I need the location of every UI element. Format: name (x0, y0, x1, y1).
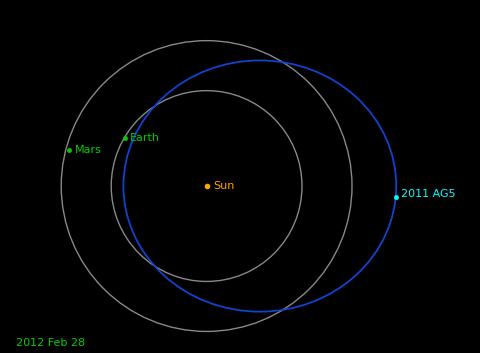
Text: Mars: Mars (75, 145, 102, 155)
Text: Earth: Earth (130, 133, 160, 143)
Text: 2011 AG5: 2011 AG5 (401, 189, 456, 199)
Text: Sun: Sun (213, 181, 235, 191)
Text: 2012 Feb 28: 2012 Feb 28 (16, 338, 85, 348)
